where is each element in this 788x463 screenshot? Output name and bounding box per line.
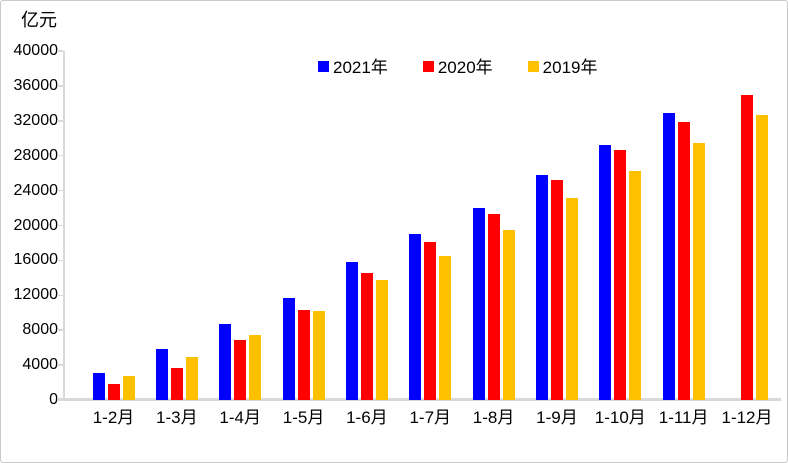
bar-2019年-1-6月 [375, 280, 388, 400]
bar-2021年-1-9月 [535, 174, 548, 400]
legend-label: 2020年 [437, 58, 493, 77]
bar-2021年-1-3月 [155, 349, 168, 400]
bar-2021年-1-11月 [662, 112, 675, 400]
y-tick-label: 16000 [13, 251, 59, 269]
bar-2019年-1-3月 [185, 357, 198, 400]
y-axis-line [63, 51, 65, 400]
legend: 2021年 2020年 2019年 [318, 53, 597, 78]
bar-2020年-1-8月 [487, 214, 500, 400]
x-tick-label-1-7月: 1-7月 [409, 408, 452, 427]
bar-2020年-1-12月 [741, 95, 753, 400]
bar-2021年-1-4月 [219, 324, 232, 400]
legend-label: 2019年 [542, 58, 598, 77]
bar-group-1-5月 [282, 51, 325, 400]
bar-2019年-1-5月 [312, 311, 325, 400]
x-tick-label-1-4月: 1-4月 [219, 408, 261, 427]
bar-2021年-1-10月 [599, 145, 612, 400]
bar-group-1-6月 [345, 51, 388, 400]
legend-swatch-icon [318, 61, 329, 72]
x-tick-label-1-3月: 1-3月 [156, 408, 198, 427]
bar-2020年-1-5月 [297, 310, 310, 400]
x-tick-label-1-10月: 1-10月 [594, 408, 646, 427]
y-tick-label: 32000 [13, 111, 59, 129]
y-tick-label: 36000 [13, 76, 59, 94]
bar-2020年-1-6月 [360, 273, 373, 400]
bar-2019年-1-2月 [122, 376, 135, 400]
legend-item-2019年: 2019年 [527, 53, 598, 78]
y-tick-mark [57, 364, 63, 366]
bar-group-1-7月 [409, 51, 452, 400]
x-tick-label-1-6月: 1-6月 [346, 408, 388, 427]
x-tick-label-1-9月: 1-9月 [536, 408, 578, 427]
x-tick-label-1-8月: 1-8月 [472, 408, 515, 427]
bar-2019年-1-4月 [249, 335, 262, 400]
bar-2020年-1-3月 [170, 367, 183, 400]
bar-2019年-1-9月 [565, 198, 578, 400]
bar-2020年-1-4月 [234, 340, 247, 400]
y-tick-mark [57, 329, 63, 331]
bar-2020年-1-10月 [614, 150, 627, 400]
bar-2020年-1-11月 [677, 121, 690, 400]
y-tick-label: 20000 [13, 216, 59, 234]
y-axis-unit-label: 亿元 [21, 10, 57, 30]
y-tick-label: 40000 [13, 42, 59, 59]
bar-2019年-1-8月 [502, 230, 515, 400]
y-tick-label: 4000 [22, 356, 58, 374]
bar-2020年-1-9月 [550, 179, 563, 400]
legend-swatch-icon [422, 61, 434, 72]
y-tick-mark [57, 85, 63, 87]
x-tick-label-1-12月: 1-12月 [721, 408, 773, 427]
bar-2020年-1-2月 [107, 384, 120, 400]
bar-2021年-1-2月 [92, 372, 105, 400]
legend-item-2021年: 2021年 [318, 53, 388, 78]
x-tick-label-1-11月: 1-11月 [658, 408, 709, 427]
y-tick-label: 0 [49, 391, 58, 408]
bar-group-1-8月 [472, 51, 515, 400]
y-tick-label: 12000 [13, 286, 59, 304]
bar-group-1-10月 [599, 51, 642, 400]
bar-2019年-1-10月 [629, 170, 642, 400]
bar-2020年-1-7月 [424, 242, 437, 400]
legend-label: 2021年 [333, 58, 388, 77]
bar-group-1-12月 [726, 51, 768, 400]
bar-group-1-3月 [155, 51, 198, 400]
y-tick-mark [57, 120, 63, 122]
x-tick-label-1-5月: 1-5月 [282, 408, 325, 427]
x-tick-label-1-2月: 1-2月 [92, 408, 135, 427]
y-tick-mark [57, 224, 63, 227]
legend-item-2020年: 2020年 [422, 53, 493, 78]
bar-2021年-1-8月 [472, 208, 485, 400]
bar-2019年-1-7月 [439, 256, 452, 400]
bar-2019年-1-11月 [692, 142, 705, 400]
bar-group-1-4月 [219, 51, 262, 400]
legend-swatch-icon [527, 61, 539, 72]
bar-2021年-1-5月 [282, 297, 295, 400]
bar-2019年-1-12月 [756, 115, 768, 400]
bar-2021年-1-7月 [409, 233, 422, 400]
bar-group-1-2月 [92, 51, 135, 400]
bar-2021年-1-6月 [345, 261, 358, 400]
bar-group-1-11月 [662, 51, 705, 400]
y-tick-mark [57, 294, 63, 297]
y-tick-label: 8000 [22, 321, 58, 339]
bar-group-1-9月 [535, 51, 578, 400]
y-tick-mark [57, 189, 63, 192]
y-tick-mark [57, 154, 63, 157]
y-tick-mark [57, 259, 63, 262]
y-tick-label: 24000 [13, 181, 59, 199]
y-tick-label: 28000 [13, 146, 59, 164]
y-tick-mark [57, 50, 63, 52]
